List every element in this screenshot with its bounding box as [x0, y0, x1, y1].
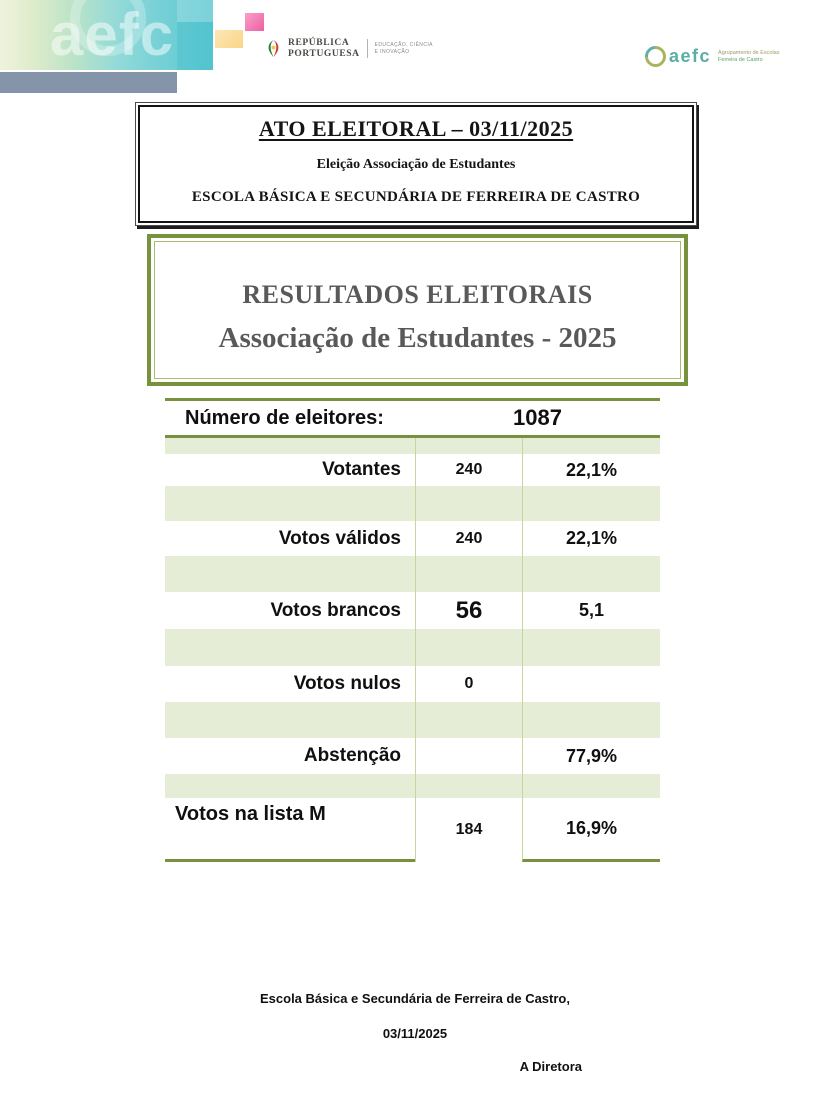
spacer-row [165, 702, 660, 738]
header-banner: aefc [0, 0, 213, 70]
row-value: 240 [415, 521, 522, 556]
banner-tile-decoration [177, 22, 213, 70]
row-label: Votos nulos [293, 673, 401, 694]
results-box: RESULTADOS ELEITORAIS Associação de Estu… [147, 234, 688, 386]
spacer-cell [522, 556, 660, 592]
row-value: 240 [415, 454, 522, 486]
table-row-brancos: Votos brancos 56 5,1 [165, 592, 660, 629]
spacer-row [165, 556, 660, 592]
spacer-cell [165, 438, 415, 454]
gov-logo-wordmark: REPÚBLICA PORTUGUESA [288, 38, 360, 59]
spacer-cell [165, 702, 415, 738]
row-percent: 16,9% [522, 798, 660, 862]
spacer-row [165, 486, 660, 521]
pink-square-decoration [245, 13, 264, 31]
spacer-cell [165, 556, 415, 592]
portugal-flag-icon [268, 40, 279, 57]
footer-school-line: Escola Básica e Secundária de Ferreira d… [260, 991, 570, 1006]
gov-logo-line1: REPÚBLICA [288, 38, 350, 48]
table-row-votantes: Votantes 240 22,1% [165, 454, 660, 486]
aefc-school-name: Agrupamento de Escolas Ferreira de Castr… [718, 50, 779, 63]
row-value: 56 [415, 592, 522, 629]
spacer-cell [165, 629, 415, 666]
results-box-inner: RESULTADOS ELEITORAIS Associação de Estu… [154, 241, 681, 379]
row-value: 184 [415, 798, 522, 862]
spacer-cell [522, 629, 660, 666]
aefc-acronym: aefc [669, 46, 712, 66]
row-value: 0 [415, 666, 522, 702]
electors-value: 1087 [513, 405, 562, 430]
aefc-swirl-icon [640, 41, 671, 72]
spacer-row [165, 629, 660, 666]
results-title: RESULTADOS ELEITORAIS [242, 280, 593, 309]
row-percent: 22,1% [522, 521, 660, 556]
spacer-cell [415, 774, 522, 798]
row-percent: 77,9% [522, 738, 660, 774]
aefc-watermark-swirl-icon [70, 0, 146, 56]
spacer-cell [415, 702, 522, 738]
row-label: Votantes [322, 459, 401, 480]
aefc-name-line1: Agrupamento de Escolas [718, 50, 780, 56]
footer-signature-title: A Diretora [519, 1059, 582, 1074]
banner-tile-decoration [177, 0, 213, 22]
school-name-heading: ESCOLA BÁSICA E SECUNDÁRIA DE FERREIRA D… [191, 189, 641, 205]
table-row-lista-m: Votos na lista M 184 16,9% [165, 798, 660, 862]
document-title: ATO ELEITORAL – 03/11/2025 [258, 116, 574, 141]
aefc-name-line2: Ferreira de Castro [718, 56, 763, 63]
spacer-row [165, 438, 660, 454]
spacer-cell [165, 774, 415, 798]
row-label: Votos válidos [278, 527, 401, 549]
gov-logo-line2: PORTUGUESA [288, 48, 360, 59]
row-percent: 5,1 [522, 592, 660, 629]
yellow-square-decoration [215, 30, 243, 48]
table-row-nulos: Votos nulos 0 [165, 666, 660, 702]
gov-dept-line2: E INOVAÇÃO [374, 48, 410, 55]
row-percent: 22,1% [522, 454, 660, 486]
table-row-validos: Votos válidos 240 22,1% [165, 521, 660, 556]
spacer-row [165, 774, 660, 798]
spacer-cell [522, 486, 660, 521]
spacer-cell [415, 556, 522, 592]
row-label: Abstenção [303, 745, 401, 766]
row-value [415, 738, 522, 774]
table-header-row: Número de eleitores: 1087 [165, 401, 660, 438]
spacer-cell [522, 702, 660, 738]
spacer-cell [522, 774, 660, 798]
results-table: Número de eleitores: 1087 Votantes 240 2… [165, 398, 660, 862]
electors-label: Número de eleitores: [185, 406, 384, 429]
footer-date: 03/11/2025 [382, 1026, 448, 1041]
row-label: Votos brancos [270, 599, 401, 621]
spacer-cell [165, 486, 415, 521]
gov-logo-department: EDUCAÇÃO, CIÊNCIA E INOVAÇÃO [375, 42, 433, 55]
spacer-cell [522, 438, 660, 454]
table-row-abstencao: Abstenção 77,9% [165, 738, 660, 774]
gov-dept-line1: EDUCAÇÃO, CIÊNCIA [374, 42, 433, 48]
aefc-logo: aefc Agrupamento de Escolas Ferreira de … [640, 41, 780, 72]
gray-bar-decoration [0, 72, 177, 93]
election-subtitle: Eleição Associação de Estudantes [316, 157, 516, 172]
spacer-cell [415, 438, 522, 454]
results-subtitle: Associação de Estudantes - 2025 [218, 322, 617, 354]
republica-portuguesa-logo: REPÚBLICA PORTUGUESA EDUCAÇÃO, CIÊNCIA E… [266, 38, 433, 59]
aefc-watermark-text: aefc [50, 1, 175, 68]
title-box-inner: ATO ELEITORAL – 03/11/2025 Eleição Assoc… [138, 105, 694, 223]
title-box: ATO ELEITORAL – 03/11/2025 Eleição Assoc… [135, 102, 697, 226]
spacer-cell [415, 629, 522, 666]
spacer-cell [415, 486, 522, 521]
row-label: Votos na lista M [165, 798, 415, 862]
gov-logo-divider [366, 39, 368, 58]
row-percent [522, 666, 660, 702]
